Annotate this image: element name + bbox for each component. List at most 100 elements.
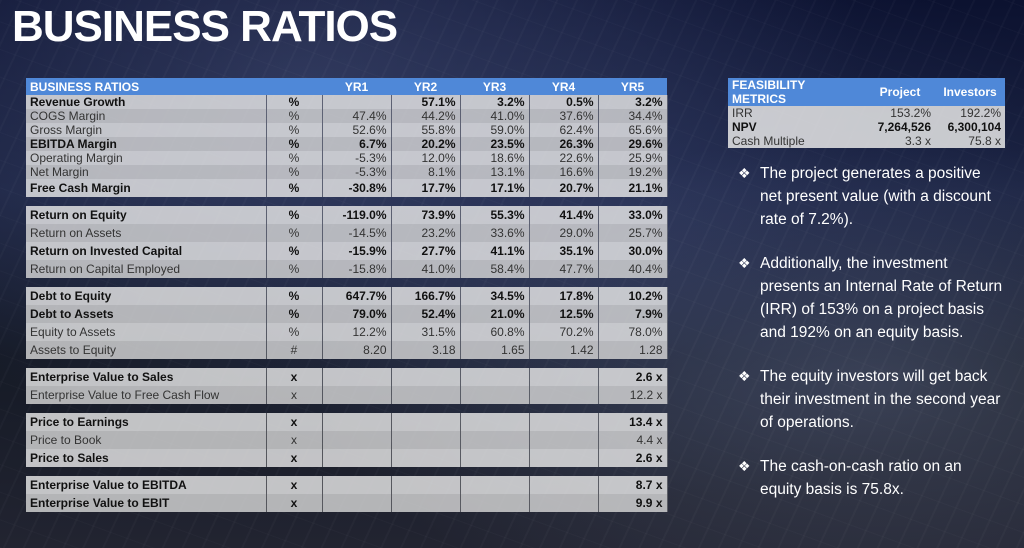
value-cell: 166.7% <box>391 287 461 305</box>
value-cell <box>322 368 392 386</box>
row-unit: % <box>266 242 323 260</box>
row-unit: % <box>266 305 323 323</box>
value-cell: 30.0% <box>598 242 668 260</box>
row-label: Price to Earnings <box>26 413 267 431</box>
value-cell: 52.6% <box>322 123 392 137</box>
table-row: Assets to Equity #8.20 3.18 1.65 1.42 1.28 <box>26 341 668 359</box>
column-header: YR5 <box>598 78 667 95</box>
value-cell <box>460 449 530 467</box>
value-cell: 60.8% <box>460 323 530 341</box>
value-cell <box>529 368 599 386</box>
spacer-cell <box>26 359 667 368</box>
row-unit: % <box>266 323 323 341</box>
column-header: YR3 <box>460 78 529 95</box>
value-cell: 41.1% <box>460 242 530 260</box>
row-unit: % <box>266 137 323 151</box>
table-row: Enterprise Value to Sales x 2.6 x <box>26 368 668 386</box>
value-cell: 33.6% <box>460 224 530 242</box>
row-unit: # <box>266 341 323 359</box>
value-cell: 70.2% <box>529 323 599 341</box>
row-label: Return on Capital Employed <box>26 260 267 278</box>
value-cell: 1.28 <box>598 341 668 359</box>
row-unit: % <box>266 287 323 305</box>
row-unit: % <box>266 165 323 179</box>
row-unit: % <box>266 179 323 197</box>
value-cell <box>391 494 461 512</box>
metric-label: Cash Multiple <box>728 134 865 148</box>
metric-label: IRR <box>728 106 865 120</box>
value-cell: 8.7 x <box>598 476 668 494</box>
investors-value: 192.2% <box>935 106 1005 120</box>
value-cell: 31.5% <box>391 323 461 341</box>
value-cell <box>322 476 392 494</box>
group-spacer <box>26 404 667 413</box>
value-cell <box>391 386 461 404</box>
value-cell <box>391 449 461 467</box>
investors-value: 6,300,104 <box>935 120 1005 134</box>
row-unit: % <box>266 123 323 137</box>
column-header: YR4 <box>529 78 598 95</box>
value-cell <box>529 413 599 431</box>
value-cell: 57.1% <box>391 95 461 109</box>
table-row: Price to Earnings x 13.4 x <box>26 413 668 431</box>
row-label: Operating Margin <box>26 151 267 165</box>
row-unit: x <box>266 368 323 386</box>
bullet-text: The cash-on-cash ratio on an equity basi… <box>760 458 962 498</box>
value-cell: 17.8% <box>529 287 599 305</box>
value-cell: 16.6% <box>529 165 599 179</box>
value-cell <box>460 494 530 512</box>
value-cell: 12.2% <box>322 323 392 341</box>
table-row: Price to Book x 4.4 x <box>26 431 668 449</box>
bullet-text: Additionally, the investment presents an… <box>760 255 1003 341</box>
value-cell: 41.0% <box>460 109 530 123</box>
row-unit: % <box>266 260 323 278</box>
table-row: NPV 7,264,526 6,300,104 <box>728 120 1005 134</box>
table-row: Enterprise Value to EBITDA x 8.7 x <box>26 476 668 494</box>
value-cell: 12.5% <box>529 305 599 323</box>
table-row: Debt to Assets% 79.0% 52.4% 21.0% 12.5% 7.9% <box>26 305 668 323</box>
value-cell: 23.2% <box>391 224 461 242</box>
value-cell: 62.4% <box>529 123 599 137</box>
row-label: Enterprise Value to Free Cash Flow <box>26 386 267 404</box>
column-header: Project <box>865 78 935 106</box>
row-label: Assets to Equity <box>26 341 267 359</box>
value-cell: 25.9% <box>598 151 668 165</box>
table-row: Return on Equity% -119.0% 73.9% 55.3% 41.4% 3… <box>26 206 668 224</box>
table-row: Debt to Equity% 647.7% 166.7% 34.5% 17.8% 10.… <box>26 287 668 305</box>
value-cell <box>460 476 530 494</box>
table-row: Gross Margin% 52.6% 55.8% 59.0% 62.4% 65.6% <box>26 123 668 137</box>
value-cell: 1.65 <box>460 341 530 359</box>
row-label: EBITDA Margin <box>26 137 267 151</box>
value-cell: 2.6 x <box>598 449 668 467</box>
spacer-cell <box>26 197 667 206</box>
value-cell: 18.6% <box>460 151 530 165</box>
value-cell: 47.7% <box>529 260 599 278</box>
value-cell: 12.2 x <box>598 386 668 404</box>
value-cell: 33.0% <box>598 206 668 224</box>
value-cell <box>391 431 461 449</box>
value-cell: 8.20 <box>322 341 392 359</box>
value-cell: 41.0% <box>391 260 461 278</box>
row-unit: x <box>266 413 323 431</box>
row-label: Return on Assets <box>26 224 267 242</box>
value-cell: -15.9% <box>322 242 392 260</box>
diamond-bullet-icon: ❖ <box>738 458 751 474</box>
table-header-row: BUSINESS RATIOS YR1 YR2 YR3 YR4 YR5 <box>26 78 667 95</box>
project-value: 3.3 x <box>865 134 935 148</box>
value-cell <box>460 368 530 386</box>
table-row: Equity to Assets% 12.2% 31.5% 60.8% 70.2% 78.… <box>26 323 668 341</box>
value-cell <box>460 386 530 404</box>
value-cell: 22.6% <box>529 151 599 165</box>
table-row: Price to Sales x 2.6 x <box>26 449 668 467</box>
value-cell: 3.18 <box>391 341 461 359</box>
table-row: Enterprise Value to EBIT x 9.9 x <box>26 494 668 512</box>
table-row: Enterprise Value to Free Cash Flow x 12.2 … <box>26 386 668 404</box>
project-value: 7,264,526 <box>865 120 935 134</box>
value-cell: 26.3% <box>529 137 599 151</box>
row-label: COGS Margin <box>26 109 267 123</box>
value-cell: 29.6% <box>598 137 668 151</box>
value-cell: 647.7% <box>322 287 392 305</box>
row-unit: % <box>266 151 323 165</box>
value-cell <box>529 449 599 467</box>
row-label: Price to Book <box>26 431 267 449</box>
